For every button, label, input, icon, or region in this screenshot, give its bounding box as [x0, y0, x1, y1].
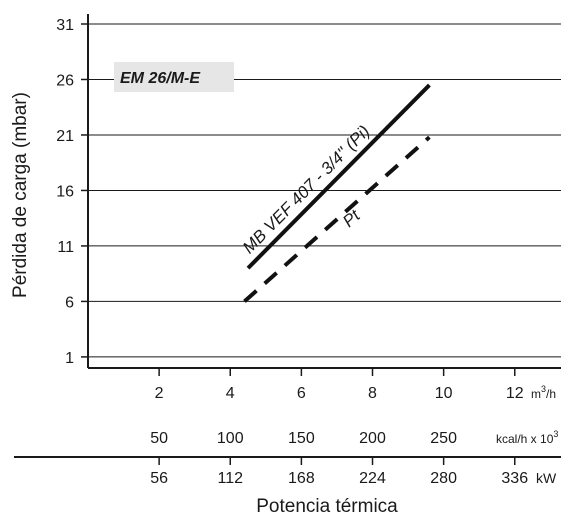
x-tick-label: 12 [506, 385, 524, 402]
kcal-tick-label: 200 [359, 430, 386, 447]
kw-tick-label: 336 [501, 470, 528, 487]
series-label-1: MB VEF 407 - 3/4" (Pi) [239, 122, 374, 258]
kw-axis-unit: kW [536, 470, 557, 486]
x-axis-label: Potencia térmica [256, 496, 398, 517]
title-box [114, 62, 234, 92]
y-tick-label: 26 [56, 72, 74, 89]
flow-axis-unit: m3/h [531, 384, 556, 401]
x-tick-label: 4 [226, 385, 235, 402]
y-tick-label: 31 [56, 17, 74, 34]
kcal-tick-label: 150 [288, 430, 315, 447]
y-tick-label: 6 [65, 294, 74, 311]
series-line-2 [243, 135, 431, 303]
kcal-axis-ticks: 50 100 150 200 250 [150, 430, 457, 447]
y-tick-label: 16 [56, 183, 74, 200]
series-label-2: Pt [339, 205, 365, 231]
kw-tick-label: 280 [430, 470, 457, 487]
x-tick-label: 2 [155, 385, 164, 402]
kw-tick-label: 168 [288, 470, 315, 487]
x-tick-label: 6 [297, 385, 306, 402]
x-tick-label: 10 [435, 385, 453, 402]
kw-tick-label: 56 [150, 470, 168, 487]
kw-axis-ticks: 56 112 168 224 280 336 [150, 457, 528, 487]
y-tick-label: 1 [65, 350, 74, 367]
y-tick-label: 21 [56, 128, 74, 145]
chart-title: EM 26/M-E [120, 70, 201, 87]
kw-tick-label: 224 [359, 470, 386, 487]
x-axis-ticks: 2 4 6 8 10 12 [155, 368, 524, 402]
kcal-tick-label: 100 [217, 430, 244, 447]
x-tick-label: 8 [368, 385, 377, 402]
series-layer: MB VEF 407 - 3/4" (Pi)Pt [239, 83, 431, 303]
series-line-1 [246, 83, 431, 270]
y-tick-label: 11 [57, 239, 74, 256]
kcal-tick-label: 50 [150, 430, 168, 447]
y-axis-label: Pérdida de carga (mbar) [10, 92, 31, 298]
kcal-tick-label: 250 [430, 430, 457, 447]
kw-tick-label: 112 [217, 470, 243, 487]
kcal-axis-unit: kcal/h x 103 [496, 429, 558, 446]
